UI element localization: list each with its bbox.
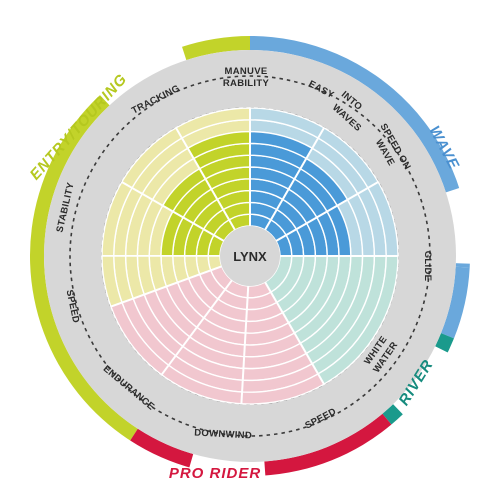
category-arc-wave [440, 266, 470, 339]
item-divider [240, 285, 250, 404]
attribute-label-manuve: MANUVE [225, 66, 268, 77]
attribute-label-downwind: DOWNWIND [194, 427, 252, 441]
item-divider [121, 181, 225, 242]
category-label-gap [188, 452, 266, 479]
category-label-gap [444, 187, 472, 264]
category-label-pro-rider: PRO RIDER [169, 465, 261, 482]
item-divider [160, 279, 233, 376]
attribute-label-line2: RABILITY [223, 78, 270, 89]
item-divider [175, 127, 236, 231]
item-divider [264, 127, 325, 231]
item-divider [110, 265, 223, 308]
item-divider [275, 181, 379, 242]
category-ring [29, 35, 472, 479]
attribute-label-glide: GLIDE [422, 251, 433, 282]
dashed-outer-guide [69, 75, 431, 437]
center-hub [220, 226, 280, 286]
rating-wedges [101, 107, 399, 405]
board-name: LYNX [233, 249, 267, 264]
category-label-gap [98, 44, 187, 107]
scale-ring-cell [101, 255, 123, 308]
category-label-gap [391, 345, 450, 416]
item-divider [264, 281, 325, 385]
